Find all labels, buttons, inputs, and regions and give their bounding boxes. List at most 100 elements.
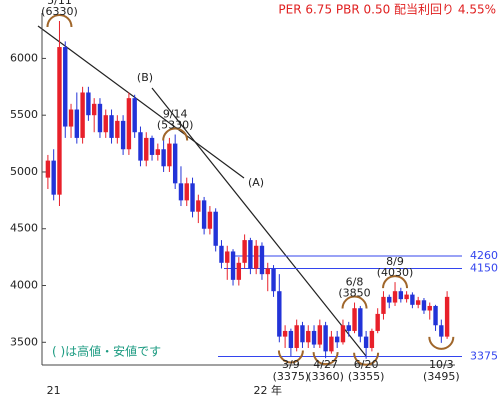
annotation-date: 6/8 [346,276,364,289]
y-tick-label: 5500 [10,108,38,121]
candle-body [172,143,178,184]
candle-body [68,109,74,127]
trend-line-a [37,25,245,179]
trend-label: (A) [248,176,264,189]
candle-body [132,98,137,133]
candle-body [190,183,195,212]
candle-body [248,240,253,269]
candle-body [219,245,224,263]
candle-body [300,325,305,343]
candle-body [317,325,323,345]
highlight-arc [162,127,189,141]
candle-body [120,120,126,150]
y-tick-label: 3500 [10,335,38,348]
candle-body [213,211,218,246]
annotation-date: 8/9 [386,255,404,268]
candle-body [311,330,317,345]
reference-label: 4260 [470,249,498,262]
candle-body [358,308,363,337]
candle-body [387,296,392,303]
candle-body [86,92,91,116]
candle-body [363,336,369,348]
candle-body [265,268,270,275]
candle-body [334,336,340,343]
candle-body [57,47,62,195]
candle-body [201,200,207,229]
candle-body [144,137,149,161]
candle-body [329,336,334,352]
candle-body [294,325,299,348]
candle-body [433,305,438,326]
candle-body [288,330,294,348]
annotation-price: (3850 [338,287,370,300]
highlight-arc [341,295,368,309]
annotation-date: 6/20 [354,358,379,371]
highlight-arc [428,336,455,350]
candle-body [306,330,311,343]
candle-body [184,183,189,201]
candle-body [375,313,380,331]
candle-body [103,115,108,133]
candle-body [415,300,421,305]
annotation-price: (3360) [307,370,344,383]
candle-body [427,305,432,311]
candle-body [109,115,114,138]
candle-body [178,183,184,201]
annotation-date: 9/14 [163,107,188,120]
candle-body [398,291,404,300]
candle-body [126,98,132,150]
candle-body [115,120,120,138]
candle-body [410,294,415,305]
annotation-price: (3495) [423,370,460,383]
candle-body [242,240,247,263]
candle-body [259,245,265,275]
highlight-arc [353,352,380,366]
annotation-date: 10/3 [429,358,454,371]
candle-body [352,308,357,331]
annotation-date: 5/11 [47,0,72,7]
candle-body [253,245,259,269]
candle-body [80,92,85,138]
candle-body [340,325,346,343]
candle-body [225,251,230,263]
annotation-price: (6330) [41,5,78,18]
candle-body [277,291,282,337]
reference-label: 3375 [470,349,498,362]
candle-body [404,294,409,300]
candle-body [138,132,143,161]
y-tick-label: 4500 [10,222,38,235]
candle-body [74,109,80,138]
candle-body [381,296,386,314]
candle-body [63,47,68,127]
annotation-price: (5330) [157,118,194,131]
trend-line-b [151,87,367,357]
candle-body [346,325,351,331]
candle-body [421,300,427,311]
annotation-price: (3355) [348,370,385,383]
annotation-price: (3375) [273,370,310,383]
x-tick-label: 22 年 [254,383,283,397]
candle-body [45,160,51,178]
candle-body [392,291,398,303]
candle-body [149,137,155,155]
annotation-date: 4/27 [313,358,338,371]
highlight-arc [46,13,73,28]
candle-body [230,251,236,280]
candle-body [97,103,103,133]
candle-body [155,149,161,155]
y-tick-label: 6000 [10,51,38,64]
candle-body [369,330,375,348]
candle-body [167,143,172,167]
highlight-arc [277,350,304,364]
highlight-arc [312,352,339,366]
y-tick-label: 4000 [10,279,38,292]
y-tick-label: 5000 [10,165,38,178]
note: ( )は高値・安値です [52,344,161,359]
reference-label: 4150 [470,261,498,274]
annotation-price: (4030) [377,266,414,279]
candle-body [236,262,242,280]
candle-body [271,268,276,292]
highlight-arc [382,275,409,289]
candle-body [444,296,450,337]
